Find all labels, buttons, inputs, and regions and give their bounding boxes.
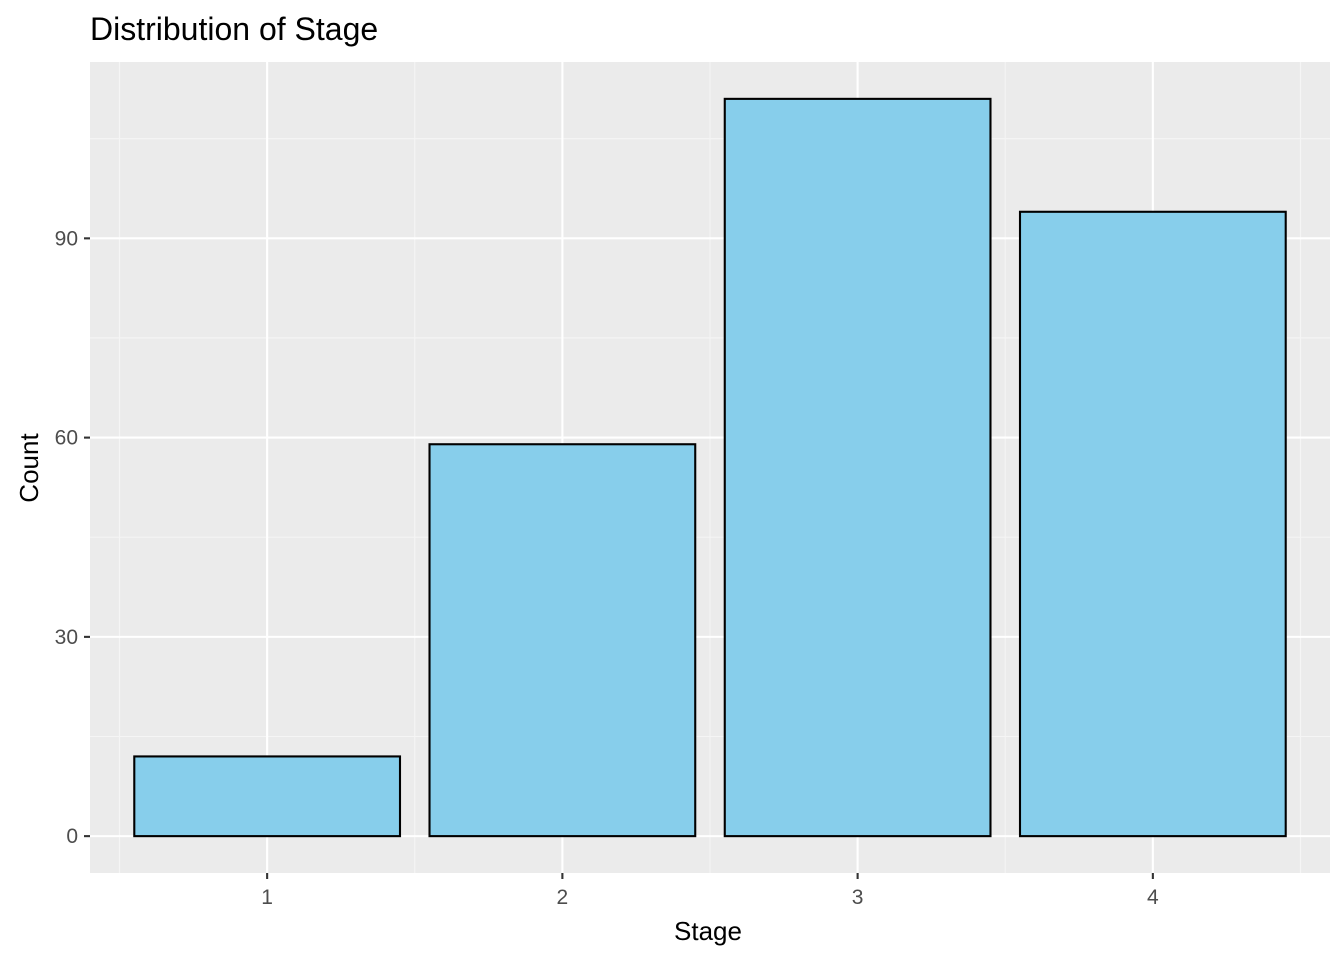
x-tick-label: 3 <box>852 886 864 909</box>
y-tick-label: 60 <box>55 427 78 450</box>
x-axis-title: Stage <box>674 916 742 946</box>
bar-stage-2 <box>428 443 697 838</box>
minor-gridlines <box>90 62 1330 873</box>
y-tick-label: 90 <box>55 227 78 250</box>
x-tick-label: 4 <box>1147 886 1159 909</box>
x-tick-label: 2 <box>557 886 569 909</box>
bar-stage-3 <box>723 97 992 838</box>
x-axis: 1 2 3 4 <box>261 873 1159 909</box>
y-tick-label: 0 <box>66 825 78 848</box>
bar-stage-4 <box>1018 210 1287 838</box>
chart-title: Distribution of Stage <box>90 11 378 47</box>
bars <box>133 97 1287 838</box>
x-tick-label: 1 <box>261 886 273 909</box>
y-tick-label: 30 <box>55 626 78 649</box>
bar-stage-1 <box>133 755 402 838</box>
y-axis: 0 30 60 90 <box>55 227 90 848</box>
y-axis-title: Count <box>14 433 44 503</box>
